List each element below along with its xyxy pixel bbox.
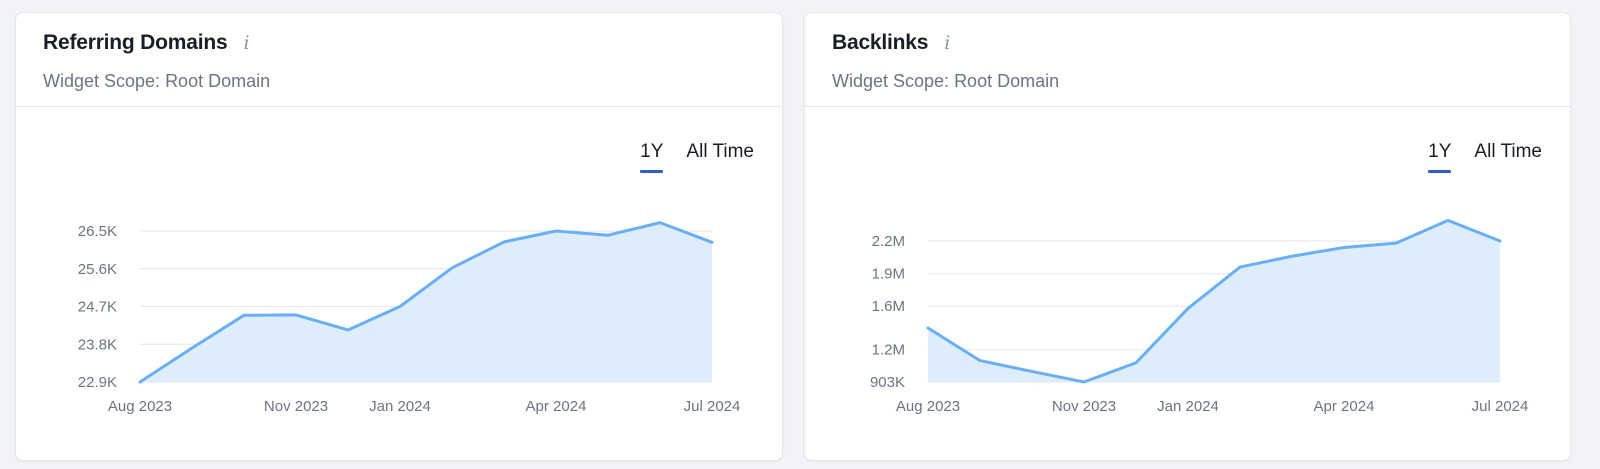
data-point [397, 304, 403, 310]
data-point [293, 312, 299, 318]
data-point [449, 265, 455, 271]
data-point [1029, 368, 1035, 374]
y-tick-label: 24.7K [78, 299, 117, 316]
period-tabs: 1Y All Time [1428, 141, 1542, 173]
data-point [1289, 253, 1295, 259]
tab-1y[interactable]: 1Y [1428, 141, 1452, 173]
x-tick-label: Nov 2023 [264, 398, 328, 415]
x-tick-label: Aug 2023 [108, 398, 172, 415]
data-point [1185, 305, 1191, 311]
backlinks-widget: Backlinks i Widget Scope: Root Domain 1Y… [804, 12, 1571, 461]
y-tick-label: 1.6M [872, 298, 905, 315]
data-point [241, 312, 247, 318]
data-point [1341, 245, 1347, 251]
y-tick-label: 23.8K [78, 336, 117, 353]
data-point [189, 345, 195, 351]
y-tick-label: 903K [870, 374, 905, 391]
series-line [926, 218, 1502, 384]
y-tick-label: 1.9M [872, 266, 905, 283]
x-tick-label: Aug 2023 [896, 398, 960, 415]
data-point [605, 232, 611, 238]
backlinks-chart: 903K 1.2M 1.6M 1.9M 2.2M Aug 2023 Nov 2023 Jan … [870, 217, 1529, 415]
widget-scope: Widget Scope: Root Domain [832, 71, 1060, 91]
x-tick-label: Apr 2024 [1314, 398, 1375, 415]
period-tabs: 1Y All Time [640, 141, 754, 173]
tab-all-time[interactable]: All Time [1474, 141, 1542, 162]
widget-title: Referring Domains [43, 31, 228, 54]
y-tick-label: 22.9K [78, 374, 117, 391]
data-point [1081, 379, 1087, 385]
data-point [553, 228, 559, 234]
data-point [1393, 240, 1399, 246]
widget-title: Backlinks [832, 31, 929, 54]
info-icon[interactable]: i [243, 32, 250, 54]
data-point [925, 325, 931, 331]
x-tick-label: Jan 2024 [369, 398, 431, 415]
tab-1y[interactable]: 1Y [640, 141, 664, 173]
x-tick-label: Jul 2024 [1472, 398, 1529, 415]
tab-all-time[interactable]: All Time [686, 141, 754, 162]
data-point [1237, 264, 1243, 270]
info-icon[interactable]: i [944, 32, 951, 54]
y-tick-label: 1.2M [872, 342, 905, 359]
data-point [1445, 217, 1451, 223]
data-point [709, 239, 715, 245]
data-point [1133, 360, 1139, 366]
series-line [138, 221, 714, 384]
series-area [140, 222, 712, 382]
x-tick-label: Jan 2024 [1157, 398, 1219, 415]
x-tick-label: Apr 2024 [526, 398, 587, 415]
data-point [345, 327, 351, 333]
widget-header: Backlinks i Widget Scope: Root Domain [805, 13, 1570, 107]
y-tick-label: 2.2M [872, 233, 905, 250]
widget-scope: Widget Scope: Root Domain [43, 71, 271, 91]
data-point [657, 220, 663, 226]
data-point [977, 358, 983, 364]
series-area [928, 220, 1500, 382]
data-point [137, 379, 143, 385]
widget-header: Referring Domains i Widget Scope: Root D… [16, 13, 782, 107]
data-point [1497, 238, 1503, 244]
y-tick-label: 26.5K [78, 223, 117, 240]
data-point [501, 239, 507, 245]
x-tick-label: Nov 2023 [1052, 398, 1116, 415]
y-tick-label: 25.6K [78, 261, 117, 278]
referring-domains-chart: 22.9K 23.8K 24.7K 25.6K 26.5K Aug 2023 Nov 202… [78, 220, 741, 415]
referring-domains-widget: Referring Domains i Widget Scope: Root D… [15, 12, 783, 461]
x-tick-label: Jul 2024 [684, 398, 741, 415]
